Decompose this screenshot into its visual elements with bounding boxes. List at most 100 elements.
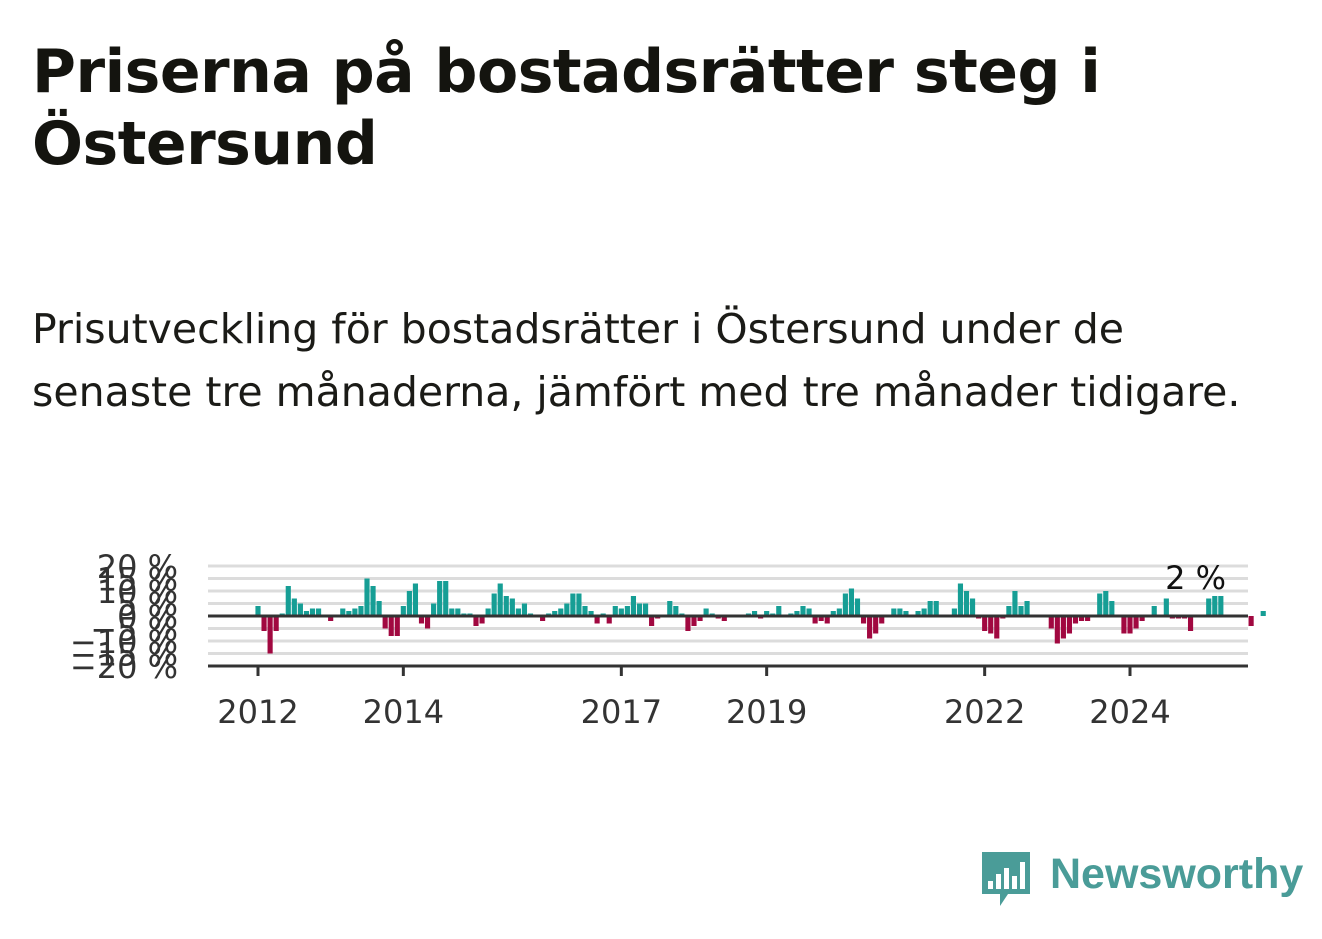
bar: [1060, 616, 1066, 639]
bar: [848, 588, 855, 616]
bar: [418, 616, 425, 624]
bar: [836, 608, 842, 616]
bar: [1139, 616, 1145, 621]
bar: [261, 616, 267, 631]
bar: [273, 616, 279, 631]
bar: [1163, 598, 1169, 616]
bar: [921, 608, 927, 616]
bar: [558, 608, 564, 616]
bar: [951, 608, 957, 616]
bar: [540, 616, 546, 621]
bar: [824, 616, 830, 624]
y-tick-label: 5 %: [117, 586, 178, 624]
bar: [449, 608, 455, 616]
bar: [1006, 606, 1012, 616]
bar: [721, 616, 727, 621]
bar: [1121, 616, 1127, 634]
bar: [285, 586, 291, 616]
bar: [370, 586, 376, 616]
bar: [570, 593, 576, 616]
bar: [933, 601, 939, 616]
newsworthy-logo: Newsworthy: [980, 848, 1303, 912]
y-tick-label: 10 %: [97, 573, 178, 611]
bar: [903, 611, 909, 616]
bar: [497, 583, 503, 616]
bar: [1018, 606, 1024, 616]
x-tick-label: 2019: [726, 693, 807, 731]
bar: [400, 606, 406, 616]
bar: [358, 606, 364, 616]
bar: [491, 593, 497, 616]
bar: [618, 608, 624, 616]
bar: [1151, 606, 1157, 616]
bar: [291, 598, 297, 616]
x-axis-labels: 2012 2014 2017 2019 2022 2024: [217, 666, 1171, 731]
bar: [594, 616, 600, 624]
bar: [636, 603, 643, 616]
bar: [382, 616, 388, 629]
bar: [455, 608, 461, 616]
x-tick-label: 2014: [363, 693, 444, 731]
bar: [576, 593, 582, 616]
bar: [315, 608, 322, 616]
bar: [649, 616, 655, 626]
bar: [1212, 596, 1218, 616]
bar: [751, 611, 758, 616]
bar: [1109, 601, 1115, 616]
bar: [830, 611, 836, 616]
bar: [1072, 616, 1079, 624]
y-tick-label: 0 %: [117, 598, 178, 636]
bar: [1078, 616, 1085, 621]
bar: [443, 581, 449, 616]
bar: [673, 606, 679, 616]
bar: [891, 608, 897, 616]
bar: [612, 606, 618, 616]
bar: [764, 611, 770, 616]
bar: [352, 608, 358, 616]
x-tick-label: 2024: [1089, 693, 1170, 731]
bar: [703, 608, 709, 616]
bar: [424, 616, 431, 629]
bar: [255, 606, 261, 616]
bar: [982, 616, 988, 631]
bar: [969, 598, 976, 616]
bar: [479, 616, 485, 624]
bar: [394, 616, 400, 636]
bar: [854, 598, 861, 616]
bar: [297, 603, 303, 616]
y-tick-label: 20 %: [97, 548, 178, 586]
bar: [927, 601, 933, 616]
bar: [994, 616, 1000, 639]
bar: [818, 616, 824, 621]
bar: [1024, 601, 1030, 616]
bar: [406, 591, 412, 616]
bar: [515, 608, 521, 616]
bar: [1218, 596, 1224, 616]
bar: [963, 591, 970, 616]
bar: [1187, 616, 1194, 631]
y-tick-label: −20 %: [70, 648, 178, 686]
bar: [879, 616, 885, 624]
bar: [606, 616, 612, 624]
bar: [867, 616, 873, 639]
bar: [303, 611, 310, 616]
y-axis-labels: 20 %15 %10 %5 %0 %−5 %−10 %−15 %−20 %: [70, 548, 178, 686]
y-tick-label: −10 %: [70, 623, 178, 661]
bar: [267, 616, 273, 654]
bar: [521, 603, 528, 616]
bar: [630, 596, 637, 616]
bar: [1127, 616, 1133, 634]
bar: [473, 616, 479, 626]
bar: [388, 616, 394, 636]
bar: [1097, 593, 1103, 616]
bar: [1103, 591, 1109, 616]
bar: [485, 608, 491, 616]
y-tick-label: −5 %: [90, 611, 178, 649]
bar: [691, 616, 697, 626]
bar: [1133, 616, 1139, 629]
bar: [376, 601, 382, 616]
y-tick-label: −15 %: [70, 636, 178, 674]
bar: [364, 578, 370, 616]
bar: [1248, 616, 1254, 626]
bar: [842, 593, 848, 616]
